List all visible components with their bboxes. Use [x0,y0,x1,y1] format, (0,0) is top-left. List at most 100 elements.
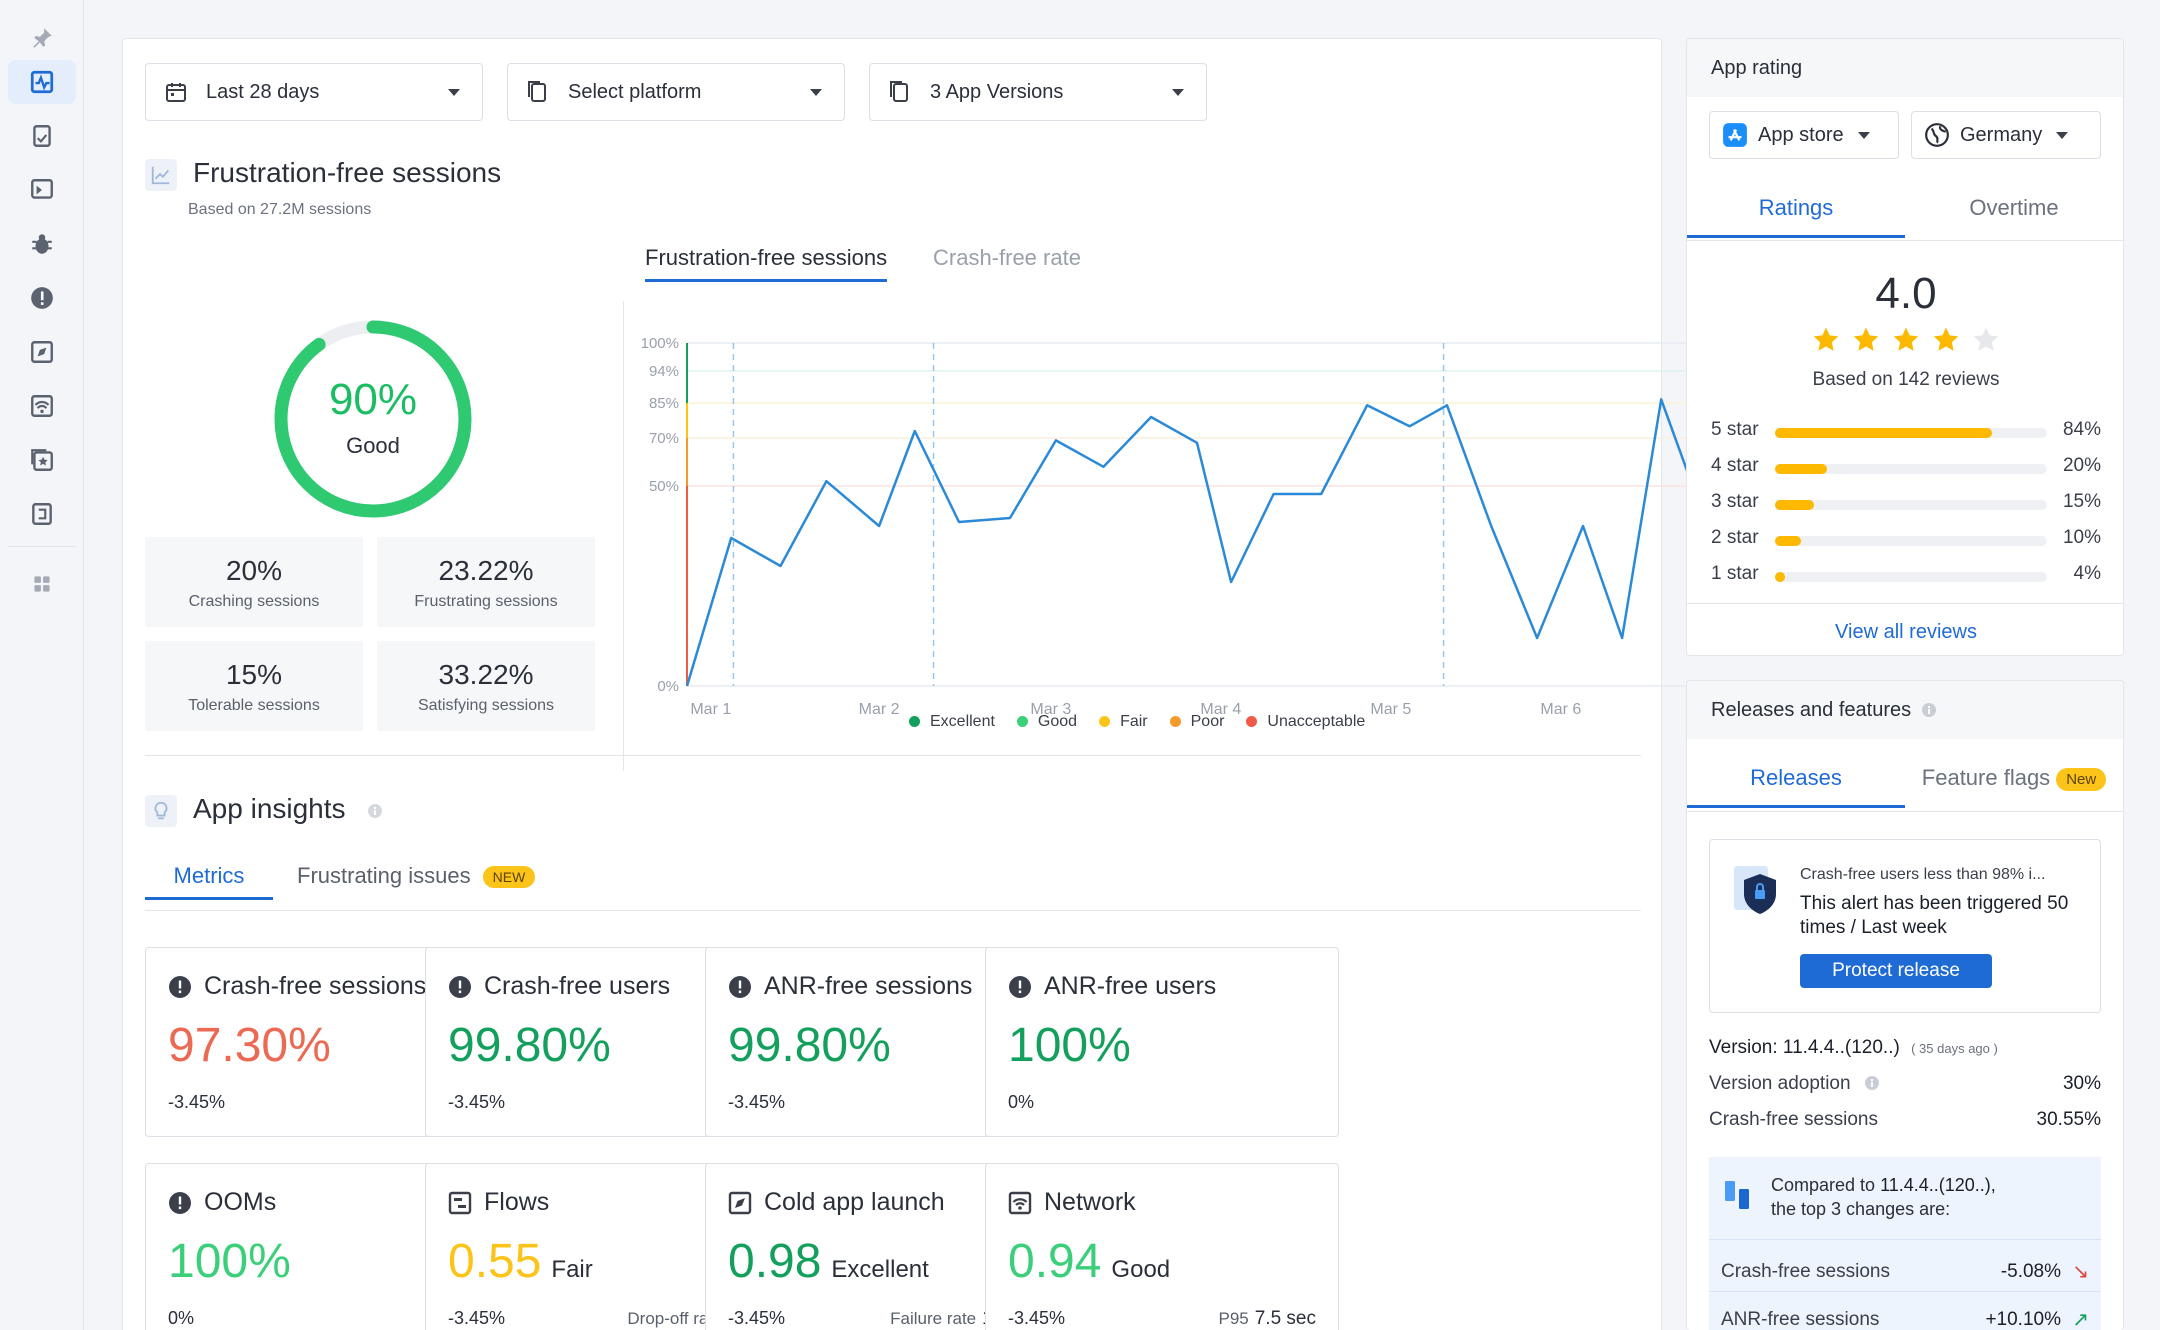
store-label: App store [1758,123,1844,146]
versions-dropdown[interactable]: 3 App Versions [869,63,1207,121]
change-row: ANR-free sessions +10.10% ↗ [1721,1309,2089,1330]
platform-dropdown[interactable]: Select platform [507,63,845,121]
tab-releases[interactable]: Releases [1687,765,1905,808]
info-icon[interactable] [367,803,383,819]
network-icon [31,395,53,417]
metric-value: 0.55 [448,1235,542,1288]
star-icon [1893,327,1919,351]
rating-score: 4.0 [1875,269,1937,318]
star-icon [1933,327,1959,351]
metric-value-row: 0.55 Fair [448,1234,593,1289]
crash-free-value: 30.55% [2036,1109,2101,1130]
y-tick-label: 100% [641,335,679,352]
tab-metrics[interactable]: Metrics [145,863,273,900]
view-all-reviews-link[interactable]: View all reviews [1835,621,1977,643]
tab-ratings[interactable]: Ratings [1687,195,1905,238]
arrow-down-right-icon: ↘ [2072,1261,2089,1283]
releases-header: Releases and features [1687,681,2123,739]
device-icon [528,81,546,102]
sidebar-item-feedback[interactable] [8,168,76,212]
y-tick-label: 94% [649,363,679,380]
sidebar-item-ratings[interactable] [8,438,76,482]
metric-extra-label: Drop-off rate [627,1309,723,1328]
store-dropdown[interactable]: App store [1709,111,1899,159]
x-tick-label: Mar 6 [1540,701,1581,718]
sidebar-item-bugs[interactable] [8,222,76,266]
metric-title-text: Crash-free users [484,972,671,1000]
sidebar-item-network[interactable] [8,384,76,428]
metric-value-row: 99.80% [728,1018,891,1073]
legend-item[interactable]: Unacceptable [1246,713,1365,731]
compare-box: Compared to 11.4.4..(120..), the top 3 ch… [1709,1157,2101,1330]
sidebar-item-apps[interactable] [8,562,76,606]
tab-feature-flags[interactable]: Feature flags New [1905,765,2123,805]
app-rating-panel: App rating App store Germany Ratings Ove… [1686,38,2124,656]
info-icon[interactable] [1864,1075,1880,1091]
metric-title-text: Cold app launch [764,1188,945,1216]
sidebar-item-surveys[interactable] [8,492,76,536]
main-panel: Last 28 days Select platform 3 App Versi… [122,38,1755,1330]
x-tick-label: Mar 5 [1370,701,1411,718]
legend-item[interactable]: Good [1016,713,1077,731]
gauge-arc [274,320,472,518]
pin-button[interactable] [8,16,76,60]
tab-frustrating-issues[interactable]: Frustrating issues NEW [297,863,536,897]
rating-row-pct: 15% [2062,491,2101,512]
date-range-dropdown[interactable]: Last 28 days [145,63,483,121]
compare-suffix: the top 3 changes are: [1771,1199,1951,1219]
metric-quality: Excellent [831,1256,929,1283]
change-label: ANR-free sessions [1721,1309,1880,1330]
sidebar-item-crashes[interactable] [8,276,76,320]
metric-value: 97.30% [168,1019,331,1072]
releases-title: Releases and features [1711,698,1912,721]
protect-release-button[interactable]: Protect release [1800,954,1992,988]
sidebar-item-dashboard[interactable] [8,60,76,104]
sidebar-item-launch[interactable] [8,330,76,374]
tab-overtime[interactable]: Overtime [1969,195,2059,220]
metric-title-text: Flows [484,1188,550,1216]
metric-value-row: 100% [1008,1018,1131,1073]
metric-title: Flows [448,1188,549,1217]
rating-bar-track [1775,572,2047,582]
stat-label: Frustrating sessions [414,593,558,610]
compare-prefix: Compared to [1771,1175,1881,1195]
metric-extra: P95 7.5 sec [1218,1308,1316,1330]
new-badge: NEW [482,866,536,889]
score-label: Good [346,433,400,458]
rating-bar-fill [1775,428,1993,438]
releases-panel: Releases and features Releases Feature f… [1686,680,2124,1330]
rating-row-pct: 10% [2062,527,2101,548]
country-dropdown[interactable]: Germany [1911,111,2101,159]
network-icon [1008,1191,1032,1214]
rating-row: 1 star 4% [1711,563,2101,587]
metric-card-network[interactable]: Network 0.94 Good -3.45% P95 7.5 sec [985,1163,1339,1330]
stat-crashing: 20% Crashing sessions [145,537,363,627]
metric-card-anr-free-users[interactable]: ANR-free users 100% 0% [985,947,1339,1137]
tabs-divider [1687,811,2123,812]
legend-item[interactable]: Excellent [909,713,995,731]
metric-value-row: 99.80% [448,1018,611,1073]
tabs-divider [145,910,1641,911]
legend-label: Unacceptable [1267,713,1366,730]
frustration-chart: 100% 94% 85% 70% 50% 0% Mar 1 Mar 2 Mar 3 Mar 4 Ma… [641,335,1755,718]
version-age: ( 35 days ago ) [1911,1041,1998,1056]
tab-crash-free-rate[interactable]: Crash-free rate [933,245,1081,270]
info-icon[interactable] [1921,702,1937,718]
metric-title-text: ANR-free sessions [764,972,973,1000]
change-label: Crash-free sessions [1721,1261,1890,1282]
chevron-down-icon [2056,131,2069,139]
legend-item[interactable]: Poor [1169,713,1224,731]
legend-dot [1099,716,1111,728]
country-label: Germany [1960,123,2043,146]
x-tick-label: Mar 3 [1030,701,1071,718]
rocket-icon [728,1191,752,1214]
sidebar-item-devices[interactable] [8,114,76,158]
feedback-icon [31,179,53,199]
new-badge: New [2056,767,2107,791]
chevron-down-icon [448,89,460,96]
legend-item[interactable]: Fair [1099,713,1148,731]
alert-icon [1009,975,1031,998]
pin-icon [33,28,52,48]
tab-frustration-free[interactable]: Frustration-free sessions [645,245,888,282]
metric-title: OOMs [168,1188,276,1217]
